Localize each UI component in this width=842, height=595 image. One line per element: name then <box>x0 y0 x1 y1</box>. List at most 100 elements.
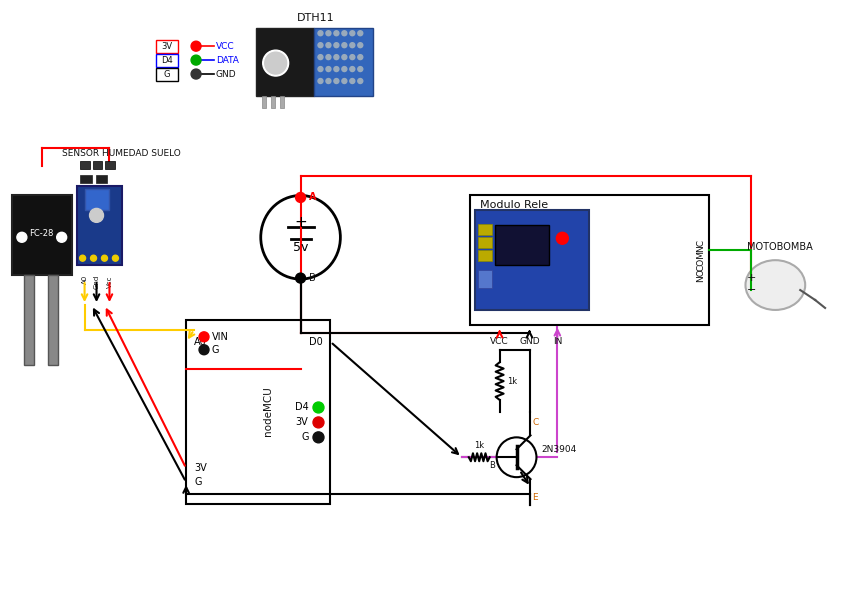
Text: GND: GND <box>216 70 237 79</box>
Circle shape <box>191 55 201 65</box>
Circle shape <box>326 67 331 71</box>
Text: 2N3904: 2N3904 <box>541 445 577 454</box>
Circle shape <box>349 55 354 60</box>
Text: Gnd: Gnd <box>93 275 99 289</box>
Text: E: E <box>532 493 538 502</box>
Circle shape <box>318 31 323 36</box>
Bar <box>80 161 89 168</box>
Text: COM: COM <box>696 250 706 271</box>
Circle shape <box>313 432 324 443</box>
Text: 1k: 1k <box>474 441 484 450</box>
Circle shape <box>263 50 289 76</box>
Bar <box>477 270 492 288</box>
Circle shape <box>497 437 536 477</box>
Bar <box>157 54 179 67</box>
Text: −: − <box>747 285 756 295</box>
Circle shape <box>318 79 323 83</box>
Circle shape <box>91 255 97 261</box>
Circle shape <box>17 232 27 242</box>
Circle shape <box>342 43 347 48</box>
Text: 1k: 1k <box>507 377 517 386</box>
Ellipse shape <box>745 260 805 310</box>
Text: G: G <box>301 433 308 442</box>
Bar <box>48 275 58 365</box>
Text: Vcc: Vcc <box>106 275 113 287</box>
Text: G: G <box>212 345 220 355</box>
Circle shape <box>191 41 201 51</box>
Bar <box>12 196 72 275</box>
Circle shape <box>358 43 363 48</box>
Circle shape <box>113 255 119 261</box>
Text: +: + <box>747 273 756 283</box>
Text: D0: D0 <box>309 337 322 347</box>
Circle shape <box>334 79 338 83</box>
Circle shape <box>296 193 306 202</box>
Bar <box>475 211 589 310</box>
Text: NO: NO <box>696 268 706 282</box>
Circle shape <box>358 79 363 83</box>
Circle shape <box>349 79 354 83</box>
Text: A: A <box>308 192 316 202</box>
Bar <box>313 29 373 96</box>
Text: D4: D4 <box>162 55 173 65</box>
Circle shape <box>334 67 338 71</box>
Circle shape <box>349 43 354 48</box>
Bar <box>93 161 103 168</box>
Bar <box>271 96 274 108</box>
Text: NC: NC <box>696 239 706 252</box>
Bar <box>105 161 115 168</box>
Bar <box>262 96 266 108</box>
Circle shape <box>349 31 354 36</box>
Circle shape <box>318 67 323 71</box>
Ellipse shape <box>261 196 340 279</box>
Circle shape <box>326 55 331 60</box>
Circle shape <box>318 55 323 60</box>
Circle shape <box>313 417 324 428</box>
Circle shape <box>56 232 67 242</box>
Circle shape <box>342 67 347 71</box>
Circle shape <box>199 345 209 355</box>
Text: Modulo Rele: Modulo Rele <box>480 201 548 211</box>
Bar <box>95 174 108 183</box>
Text: +: + <box>294 215 307 230</box>
Bar <box>84 189 109 211</box>
Circle shape <box>358 31 363 36</box>
Text: VCC: VCC <box>216 42 235 51</box>
Circle shape <box>199 332 209 342</box>
Text: B: B <box>308 273 315 283</box>
Circle shape <box>349 67 354 71</box>
Bar <box>477 250 492 261</box>
Circle shape <box>102 255 108 261</box>
Bar <box>470 196 709 325</box>
Text: B: B <box>488 461 494 469</box>
Circle shape <box>334 55 338 60</box>
Bar <box>256 29 313 96</box>
Circle shape <box>334 31 338 36</box>
Text: 3V: 3V <box>162 42 173 51</box>
Text: G: G <box>194 477 201 487</box>
Circle shape <box>358 55 363 60</box>
Bar <box>77 186 122 265</box>
Text: 3V: 3V <box>194 463 207 473</box>
Text: D4: D4 <box>295 402 308 412</box>
Circle shape <box>80 255 86 261</box>
Text: A0: A0 <box>82 275 88 284</box>
Bar <box>280 96 284 108</box>
Text: FC-28: FC-28 <box>29 229 54 238</box>
Bar <box>24 275 34 365</box>
Circle shape <box>326 31 331 36</box>
Circle shape <box>326 43 331 48</box>
Bar <box>186 320 330 504</box>
Text: IN: IN <box>552 337 562 346</box>
Bar <box>477 224 492 235</box>
Text: SENSOR HUMEDAD SUELO: SENSOR HUMEDAD SUELO <box>61 149 180 158</box>
Circle shape <box>326 79 331 83</box>
Bar <box>477 237 492 248</box>
Text: nodeMCU: nodeMCU <box>263 387 273 436</box>
Circle shape <box>318 43 323 48</box>
Bar <box>494 226 549 265</box>
Bar <box>157 68 179 81</box>
Circle shape <box>264 52 286 74</box>
Circle shape <box>342 55 347 60</box>
Text: 3V: 3V <box>296 418 308 427</box>
